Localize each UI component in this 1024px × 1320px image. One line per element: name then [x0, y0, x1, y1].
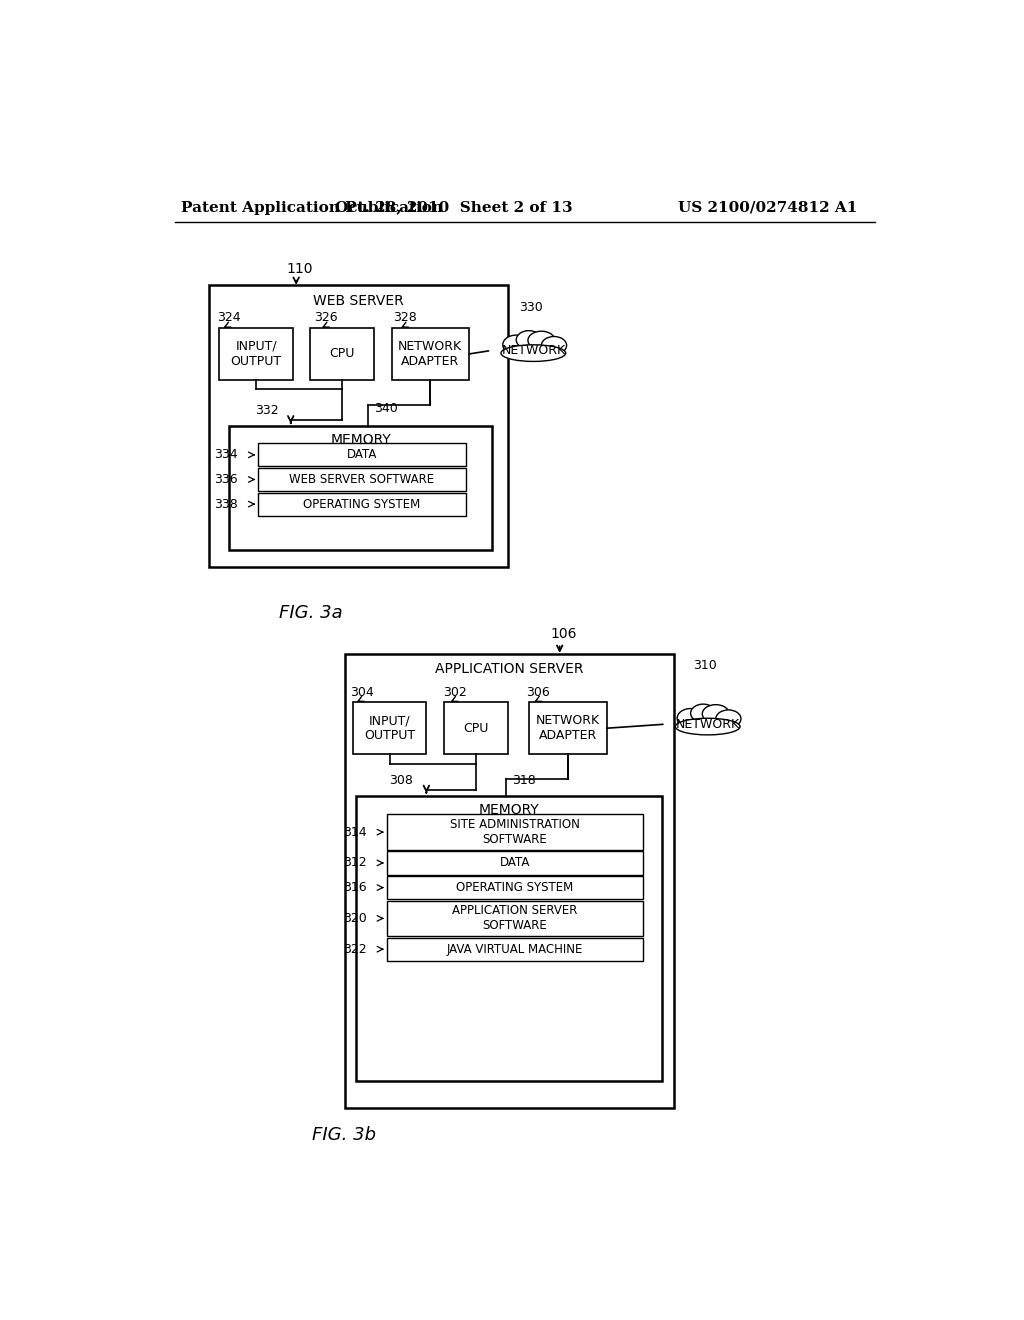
Text: CPU: CPU: [329, 347, 354, 360]
Text: NETWORK
ADAPTER: NETWORK ADAPTER: [398, 341, 462, 368]
Text: 106: 106: [550, 627, 577, 642]
Ellipse shape: [501, 345, 565, 362]
Bar: [387, 876, 643, 899]
Text: 318: 318: [512, 774, 537, 787]
Bar: [209, 285, 508, 566]
Text: 332: 332: [256, 404, 280, 417]
Bar: [352, 702, 426, 755]
Text: NETWORK: NETWORK: [502, 345, 565, 358]
Text: 338: 338: [214, 498, 238, 511]
Text: US 2100/0274812 A1: US 2100/0274812 A1: [678, 201, 858, 215]
Text: 306: 306: [526, 685, 550, 698]
Ellipse shape: [677, 709, 705, 727]
Text: APPLICATION SERVER: APPLICATION SERVER: [435, 661, 584, 676]
Text: INPUT/
OUTPUT: INPUT/ OUTPUT: [230, 341, 282, 368]
Bar: [387, 937, 643, 961]
Bar: [258, 469, 466, 491]
Text: 328: 328: [393, 312, 417, 325]
Text: OPERATING SYSTEM: OPERATING SYSTEM: [303, 498, 421, 511]
Text: APPLICATION SERVER
SOFTWARE: APPLICATION SERVER SOFTWARE: [452, 904, 578, 932]
Ellipse shape: [528, 331, 555, 350]
Bar: [387, 814, 643, 850]
Text: 302: 302: [442, 685, 466, 698]
Bar: [387, 900, 643, 936]
Bar: [345, 653, 675, 1107]
Bar: [310, 327, 374, 380]
Text: DATA: DATA: [347, 449, 377, 462]
Ellipse shape: [690, 704, 716, 722]
Text: 330: 330: [519, 301, 543, 314]
Text: Patent Application Publication: Patent Application Publication: [180, 201, 442, 215]
Text: 322: 322: [343, 942, 367, 956]
Ellipse shape: [503, 335, 529, 355]
Text: NETWORK
ADAPTER: NETWORK ADAPTER: [537, 714, 600, 742]
Text: 308: 308: [389, 774, 414, 787]
Ellipse shape: [716, 710, 741, 727]
Text: FIG. 3b: FIG. 3b: [312, 1126, 377, 1143]
Text: WEB SERVER: WEB SERVER: [313, 294, 403, 308]
Text: OPERATING SYSTEM: OPERATING SYSTEM: [456, 880, 573, 894]
Bar: [258, 444, 466, 466]
Bar: [228, 426, 493, 549]
Text: JAVA VIRTUAL MACHINE: JAVA VIRTUAL MACHINE: [446, 942, 583, 956]
Text: 310: 310: [693, 659, 717, 672]
Ellipse shape: [516, 331, 542, 348]
Text: 312: 312: [343, 857, 367, 870]
Text: 320: 320: [343, 912, 367, 925]
Text: 340: 340: [375, 403, 398, 416]
Bar: [391, 327, 469, 380]
Text: MEMORY: MEMORY: [478, 803, 540, 817]
Text: Oct. 28, 2010  Sheet 2 of 13: Oct. 28, 2010 Sheet 2 of 13: [335, 201, 572, 215]
Text: 314: 314: [343, 825, 367, 838]
Text: 336: 336: [214, 473, 238, 486]
Text: 316: 316: [343, 880, 367, 894]
Bar: [529, 702, 607, 755]
Bar: [444, 702, 508, 755]
Ellipse shape: [676, 718, 740, 735]
Bar: [356, 796, 662, 1081]
Text: 304: 304: [350, 685, 374, 698]
Text: SITE ADMINISTRATION
SOFTWARE: SITE ADMINISTRATION SOFTWARE: [450, 818, 580, 846]
Text: 334: 334: [214, 449, 238, 462]
Ellipse shape: [542, 337, 566, 354]
Text: 110: 110: [287, 261, 313, 276]
Text: 324: 324: [217, 312, 241, 325]
Text: MEMORY: MEMORY: [330, 433, 391, 447]
Text: FIG. 3a: FIG. 3a: [280, 603, 343, 622]
Text: DATA: DATA: [500, 857, 529, 870]
Text: WEB SERVER SOFTWARE: WEB SERVER SOFTWARE: [290, 473, 434, 486]
Bar: [387, 851, 643, 875]
Text: NETWORK: NETWORK: [676, 718, 739, 731]
Text: CPU: CPU: [463, 722, 488, 735]
Ellipse shape: [702, 705, 729, 723]
Text: INPUT/
OUTPUT: INPUT/ OUTPUT: [364, 714, 415, 742]
Text: 326: 326: [314, 312, 338, 325]
Bar: [258, 492, 466, 516]
Bar: [219, 327, 293, 380]
